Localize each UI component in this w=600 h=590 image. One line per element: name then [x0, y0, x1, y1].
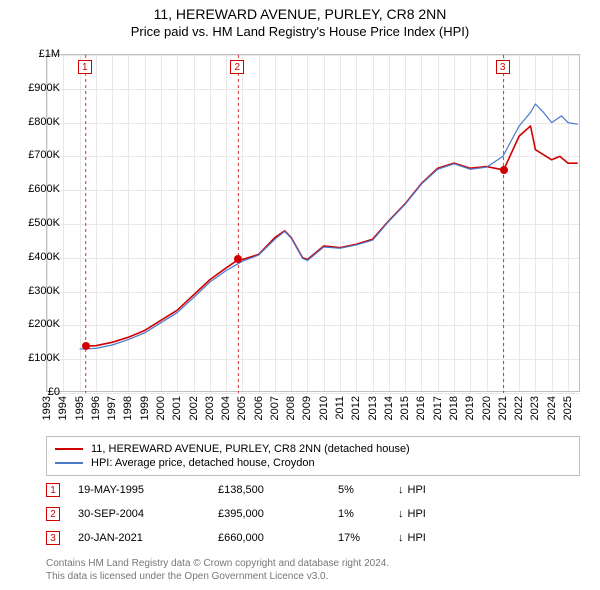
x-axis-label: 2001	[171, 396, 183, 420]
chart-lines-svg	[47, 55, 581, 393]
x-axis-label: 1998	[122, 396, 134, 420]
sale-point-dot	[234, 255, 242, 263]
footer-line-2: This data is licensed under the Open Gov…	[46, 571, 580, 582]
chart-plot-area	[46, 54, 580, 392]
y-axis-label: £1M	[39, 48, 60, 60]
x-axis-label: 2022	[513, 396, 525, 420]
title-address: 11, HEREWARD AVENUE, PURLEY, CR8 2NN	[0, 6, 600, 22]
x-axis-label: 2014	[383, 396, 395, 420]
arrow-down-icon: ↓	[398, 532, 404, 544]
arrow-down-icon: ↓	[398, 484, 404, 496]
x-axis-label: 2008	[285, 396, 297, 420]
x-axis-label: 2025	[562, 396, 574, 420]
x-axis-label: 2007	[269, 396, 281, 420]
footer-line-1: Contains HM Land Registry data © Crown c…	[46, 558, 580, 569]
chart-titles: 11, HEREWARD AVENUE, PURLEY, CR8 2NN Pric…	[0, 0, 600, 39]
x-axis-label: 1995	[74, 396, 86, 420]
x-axis-label: 2015	[399, 396, 411, 420]
arrow-down-icon: ↓	[398, 508, 404, 520]
title-subtitle: Price paid vs. HM Land Registry's House …	[0, 24, 600, 39]
sale-row: 1 19-MAY-1995£138,5005%↓ HPI	[46, 483, 580, 497]
x-axis-label: 2016	[415, 396, 427, 420]
x-axis-label: 1997	[106, 396, 118, 420]
y-axis-label: £900K	[28, 82, 60, 94]
y-axis-label: £800K	[28, 116, 60, 128]
x-axis-label: 2024	[546, 396, 558, 420]
sale-point-dot	[500, 166, 508, 174]
x-axis-label: 2013	[367, 396, 379, 420]
sale-suffix: HPI	[408, 484, 426, 496]
x-axis-label: 2010	[318, 396, 330, 420]
x-axis-label: 2023	[529, 396, 541, 420]
legend-item: HPI: Average price, detached house, Croy…	[55, 457, 571, 469]
sale-pct: 1%	[338, 508, 398, 520]
sale-row-marker: 1	[46, 483, 60, 497]
sale-date: 19-MAY-1995	[78, 484, 218, 496]
legend-label: HPI: Average price, detached house, Croy…	[91, 457, 315, 469]
sale-row: 3 20-JAN-2021£660,00017%↓ HPI	[46, 531, 580, 545]
x-axis-label: 2004	[220, 396, 232, 420]
sale-price: £138,500	[218, 484, 338, 496]
sale-pct: 5%	[338, 484, 398, 496]
sale-suffix: HPI	[408, 532, 426, 544]
x-axis-label: 2019	[464, 396, 476, 420]
legend-swatch	[55, 462, 83, 464]
y-axis-label: £600K	[28, 183, 60, 195]
x-axis-label: 2011	[334, 396, 346, 420]
x-axis-label: 2002	[188, 396, 200, 420]
y-axis-label: £300K	[28, 285, 60, 297]
x-axis-label: 1994	[57, 396, 69, 420]
sale-pct: 17%	[338, 532, 398, 544]
x-axis-label: 1999	[139, 396, 151, 420]
x-axis-label: 2012	[350, 396, 362, 420]
y-axis-label: £700K	[28, 149, 60, 161]
x-axis-label: 2000	[155, 396, 167, 420]
y-axis-label: £100K	[28, 352, 60, 364]
x-axis-label: 2021	[497, 396, 509, 420]
x-axis-label: 2005	[236, 396, 248, 420]
sale-price: £660,000	[218, 532, 338, 544]
legend: 11, HEREWARD AVENUE, PURLEY, CR8 2NN (de…	[46, 436, 580, 476]
x-axis-label: 2018	[448, 396, 460, 420]
gridline-horizontal	[47, 393, 579, 394]
sale-marker-box: 2	[230, 60, 244, 74]
x-axis-label: 2020	[481, 396, 493, 420]
y-axis-label: £500K	[28, 217, 60, 229]
sale-marker-box: 3	[496, 60, 510, 74]
sale-price: £395,000	[218, 508, 338, 520]
sale-date: 20-JAN-2021	[78, 532, 218, 544]
sale-row: 2 30-SEP-2004£395,0001%↓ HPI	[46, 507, 580, 521]
sale-marker-box: 1	[78, 60, 92, 74]
series-hpi	[80, 104, 578, 349]
y-axis-label: £400K	[28, 251, 60, 263]
sale-date: 30-SEP-2004	[78, 508, 218, 520]
x-axis-label: 2017	[432, 396, 444, 420]
x-axis-label: 1993	[41, 396, 53, 420]
sale-point-dot	[82, 342, 90, 350]
x-axis-label: 2006	[253, 396, 265, 420]
legend-label: 11, HEREWARD AVENUE, PURLEY, CR8 2NN (de…	[91, 443, 410, 455]
sale-row-marker: 2	[46, 507, 60, 521]
legend-item: 11, HEREWARD AVENUE, PURLEY, CR8 2NN (de…	[55, 443, 571, 455]
x-axis-label: 1996	[90, 396, 102, 420]
x-axis-label: 2003	[204, 396, 216, 420]
sale-suffix: HPI	[408, 508, 426, 520]
y-axis-label: £200K	[28, 318, 60, 330]
x-axis-label: 2009	[301, 396, 313, 420]
legend-swatch	[55, 448, 83, 450]
sale-row-marker: 3	[46, 531, 60, 545]
